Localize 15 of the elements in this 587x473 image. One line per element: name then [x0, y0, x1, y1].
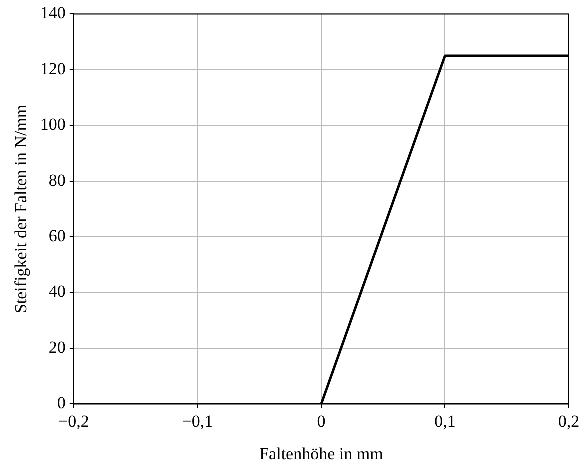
y-tick-label: 60	[48, 226, 66, 246]
y-tick-label: 100	[40, 115, 66, 134]
x-tick-label: −0,1	[182, 412, 214, 431]
y-tick-label: 20	[48, 338, 66, 357]
x-tick-label: 0,1	[434, 412, 456, 431]
y-tick-label: 120	[40, 59, 66, 78]
x-tick-label: 0	[317, 412, 326, 431]
x-tick-label: 0,2	[558, 412, 580, 431]
y-tick-label: 80	[48, 170, 66, 190]
y-tick-label: 0	[57, 394, 66, 413]
y-axis-title: Steifigkeit der Falten in N/mm	[12, 104, 31, 314]
x-tick-label: −0,2	[58, 412, 90, 431]
x-axis-title: Faltenhöhe in mm	[260, 444, 384, 464]
y-tick-label: 40	[48, 282, 66, 302]
y-tick-label: 140	[40, 4, 66, 23]
